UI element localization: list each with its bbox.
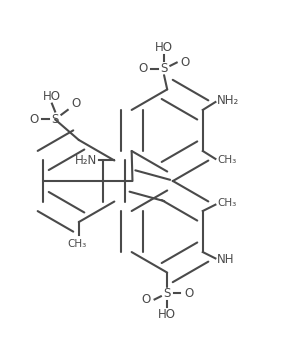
Text: S: S	[163, 287, 171, 300]
Text: NH₂: NH₂	[217, 94, 239, 107]
Text: HO: HO	[158, 308, 176, 321]
Text: HO: HO	[43, 90, 61, 103]
Text: CH₃: CH₃	[68, 239, 87, 249]
Text: O: O	[138, 62, 147, 75]
Text: O: O	[29, 113, 38, 126]
Text: O: O	[180, 56, 189, 69]
Text: H₂N: H₂N	[75, 154, 97, 167]
Text: O: O	[184, 287, 193, 300]
Text: S: S	[160, 62, 168, 75]
Text: O: O	[141, 293, 150, 306]
Text: O: O	[71, 97, 80, 110]
Text: HO: HO	[155, 41, 173, 54]
Text: S: S	[51, 113, 59, 126]
Text: NH: NH	[217, 253, 234, 266]
Text: CH₃: CH₃	[217, 198, 236, 208]
Text: CH₃: CH₃	[217, 155, 236, 165]
